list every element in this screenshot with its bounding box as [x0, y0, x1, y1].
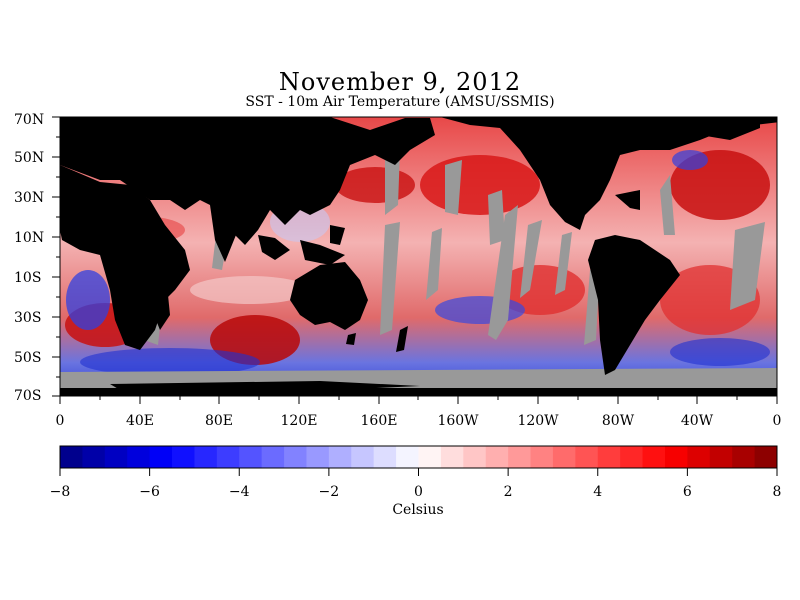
colorbar-swatch — [709, 446, 733, 468]
lat-label: 70S — [14, 388, 41, 404]
colorbar-swatch — [687, 446, 711, 468]
colorbar-swatch — [127, 446, 151, 468]
colorbar-tick-label: 2 — [504, 484, 513, 500]
colorbar-swatch — [530, 446, 554, 468]
colorbar-swatch — [216, 446, 240, 468]
lat-label: 10N — [14, 230, 44, 246]
colorbar-tick-label: −4 — [229, 484, 250, 500]
lon-label: 160E — [361, 413, 398, 429]
colorbar-swatch — [642, 446, 666, 468]
colorbar-swatch — [239, 446, 263, 468]
lat-label: 50N — [14, 150, 44, 166]
lon-label: 40E — [126, 413, 154, 429]
lon-label: 160W — [437, 413, 479, 429]
lon-label: 0 — [773, 413, 782, 429]
lat-label: 10S — [14, 270, 41, 286]
colorbar-swatch — [754, 446, 778, 468]
colorbar-swatch — [284, 446, 307, 468]
map-title: November 9, 2012 — [278, 68, 522, 96]
colorbar-tick-label: −6 — [139, 484, 160, 500]
colorbar-unit-label: Celsius — [392, 502, 443, 518]
warm-anomaly-patch — [420, 155, 540, 215]
colorbar-swatch — [418, 446, 442, 468]
colorbar-swatch — [620, 446, 644, 468]
map-field — [60, 117, 777, 396]
cold-anomaly-patch — [670, 338, 770, 366]
lon-label: 0 — [56, 413, 65, 429]
lat-label: 30N — [14, 190, 44, 206]
colorbar-swatch — [328, 446, 352, 468]
cold-anomaly-patch — [435, 296, 525, 324]
colorbar-swatch — [463, 446, 487, 468]
land-masses — [60, 117, 777, 396]
colorbar-swatch — [664, 446, 688, 468]
cold-anomaly-patch — [80, 348, 260, 376]
lon-label: 120E — [281, 413, 318, 429]
lon-label: 120W — [517, 413, 559, 429]
colorbar-tick-label: 0 — [414, 484, 423, 500]
colorbar-swatch — [60, 446, 83, 468]
colorbar-tick-label: −2 — [319, 484, 340, 500]
colorbar-tick-label: 4 — [593, 484, 602, 500]
cold-anomaly-patch — [672, 150, 708, 170]
lat-label: 30S — [14, 310, 41, 326]
colorbar-swatch — [575, 446, 599, 468]
colorbar-swatch — [396, 446, 419, 468]
longitude-axis: 0 40E 80E 120E 160E 160W 120W 80W 40W 0 — [56, 396, 782, 429]
colorbar-swatch — [104, 446, 128, 468]
map-subtitle: SST - 10m Air Temperature (AMSU/SSMIS) — [245, 94, 555, 110]
colorbar-swatch — [597, 446, 621, 468]
colorbar-swatch — [440, 446, 464, 468]
lon-label: 40W — [681, 413, 714, 429]
colorbar-swatch — [552, 446, 576, 468]
colorbar-swatch — [373, 446, 397, 468]
colorbar-swatch — [261, 446, 285, 468]
neutral-anomaly-patch — [190, 276, 310, 304]
lon-label: 80E — [205, 413, 233, 429]
colorbar-tick-label: −8 — [50, 484, 71, 500]
colorbar-swatch — [351, 446, 375, 468]
colorbar-swatch — [485, 446, 509, 468]
colorbar-swatch — [172, 446, 195, 468]
latitude-axis: 70N 50N 30N 10N 10S 30S 50S 70S — [14, 112, 60, 404]
colorbar: −8 −6 −4 −2 0 2 4 6 8 Celsius — [50, 445, 782, 518]
lon-label: 80W — [602, 413, 635, 429]
colorbar-tick-label: 8 — [773, 484, 782, 500]
cold-anomaly-patch — [66, 270, 110, 330]
colorbar-swatch — [82, 446, 106, 468]
colorbar-swatch — [306, 446, 330, 468]
colorbar-swatch — [508, 446, 532, 468]
colorbar-swatch — [149, 446, 173, 468]
colorbar-swatch — [194, 446, 218, 468]
colorbar-tick-label: 6 — [683, 484, 692, 500]
lat-label: 50S — [14, 350, 41, 366]
colorbar-swatch — [732, 446, 756, 468]
colorbar-swatches — [60, 446, 778, 468]
lat-label: 70N — [14, 112, 44, 128]
